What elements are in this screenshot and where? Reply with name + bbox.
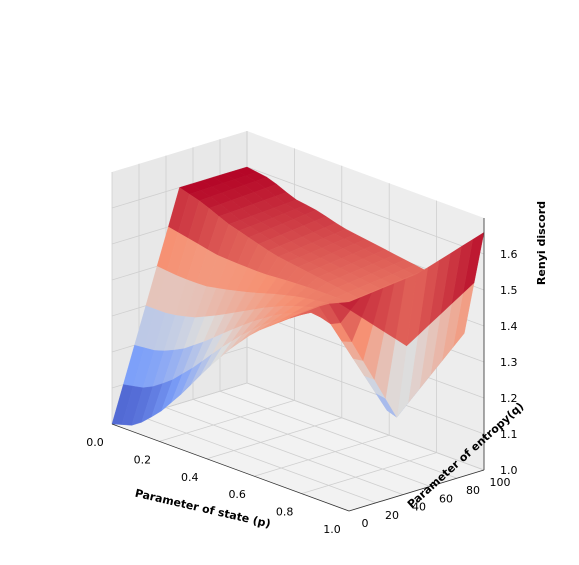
y-axis-line [348,469,485,512]
x-tick-label: 1.0 [323,523,341,536]
x-axis-title: Parameter of state (p) [134,487,272,531]
y-tick-label: 40 [412,501,426,514]
z-tick-label: 1.0 [500,464,518,477]
y-tick-label: 0 [362,517,369,530]
y-tick-label: 60 [439,492,453,505]
tick-labels: 0.00.20.40.60.81.0 0204060801001.01.11.21… [86,248,517,536]
grid-line-y [219,390,458,479]
x-tick-label: 0.6 [228,488,246,501]
x-tick-label: 0.2 [134,453,152,466]
grid-line-x [301,452,437,494]
grid-line-x [206,417,342,460]
x-tick-label: 0.8 [276,506,294,519]
surface-patch [338,297,361,311]
grid-line-y [165,407,404,495]
y-tick-label: 80 [466,484,480,497]
x-tick-label: 0.0 [86,436,104,449]
grid-line-y [138,415,377,504]
z-tick-label: 1.2 [500,392,518,405]
grid-line-z [246,382,485,471]
x-tick-label: 0.4 [181,471,199,484]
y-tick-label: 100 [490,476,511,489]
z-tick-label: 1.5 [500,284,518,297]
floor-pane [112,383,484,511]
grid-line-z [246,346,485,435]
z-tick-label: 1.1 [500,428,518,441]
x-axis-line [111,423,350,512]
surface-mesh [111,166,485,426]
y-tick-label: 20 [385,509,399,522]
grid-line-y [192,399,431,487]
z-tick-label: 1.6 [500,248,518,261]
grid-line-x [159,400,295,442]
z-tick-label: 1.4 [500,320,518,333]
grid-line-x [254,434,390,477]
axis-lines [111,218,485,512]
z-tick-label: 1.3 [500,356,518,369]
grid-line-z [246,166,485,255]
z-axis-title: Renyi discord [535,201,548,285]
